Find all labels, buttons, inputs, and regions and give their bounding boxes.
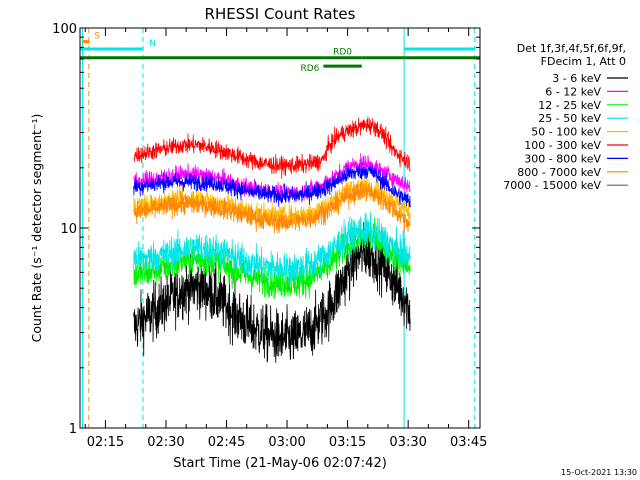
x-axis: 02:15 02:30 02:45 03:00 03:15 03:30 03:45 (84, 28, 487, 450)
y-tick-label: 1 (69, 422, 77, 437)
legend-label-7000-15000-kev: 7000 - 15000 keV (503, 179, 601, 192)
x-tick-label: 03:30 (389, 435, 426, 450)
series-line-25-50-kev (133, 211, 411, 286)
legend-label-3-6-kev: 3 - 6 keV (552, 72, 601, 85)
series-line-300-800-kev (133, 162, 411, 208)
x-tick-label: 02:30 (147, 435, 184, 450)
series-line-6-12-kev (133, 153, 411, 203)
series-layer (133, 116, 411, 363)
legend-label-800-7000-kev: 800 - 7000 keV (517, 166, 601, 179)
footer-date: 15-Oct-2021 13:30 (561, 468, 637, 477)
legend-label-25-50-kev: 25 - 50 keV (538, 112, 601, 125)
series-line-3-6-kev (133, 222, 411, 363)
legend-header-line: Det 1f,3f,4f,5f,6f,9f, (517, 42, 626, 55)
legend-label-6-12-kev: 6 - 12 keV (545, 85, 601, 98)
state-label-s: S (94, 32, 100, 42)
x-tick-label: 02:15 (87, 435, 124, 450)
x-tick-label: 03:45 (450, 435, 487, 450)
chart-title: RHESSI Count Rates (205, 5, 356, 23)
legend-label-12-25-kev: 12 - 25 keV (538, 99, 601, 112)
instrument-state-bars: S N RD0 RD6 (80, 32, 480, 74)
series-line-800-7000-kev (133, 180, 411, 234)
state-label-n: N (149, 39, 156, 49)
y-axis-label: Count Rate (s⁻¹ detector segment⁻¹) (29, 114, 44, 343)
legend-label-50-100-kev: 50 - 100 keV (531, 126, 601, 139)
y-axis: 1 10 100 (52, 22, 480, 437)
legend-header-line: FDecim 1, Att 0 (541, 55, 626, 68)
y-tick-label: 100 (52, 22, 77, 37)
legend-label-300-800-kev: 300 - 800 keV (524, 152, 601, 165)
legend: Det 1f,3f,4f,5f,6f,9f,FDecim 1, Att 0 3 -… (503, 42, 628, 192)
x-tick-label: 02:45 (208, 435, 245, 450)
y-tick-label: 10 (60, 222, 77, 237)
x-axis-label: Start Time (21-May-06 02:07:42) (173, 456, 387, 471)
series-line-100-300-kev (133, 116, 411, 179)
x-tick-label: 03:00 (268, 435, 305, 450)
state-label-rd6: RD6 (300, 64, 319, 74)
x-tick-label: 03:15 (329, 435, 366, 450)
state-label-rd0: RD0 (333, 48, 352, 58)
legend-label-100-300-kev: 100 - 300 keV (524, 139, 601, 152)
